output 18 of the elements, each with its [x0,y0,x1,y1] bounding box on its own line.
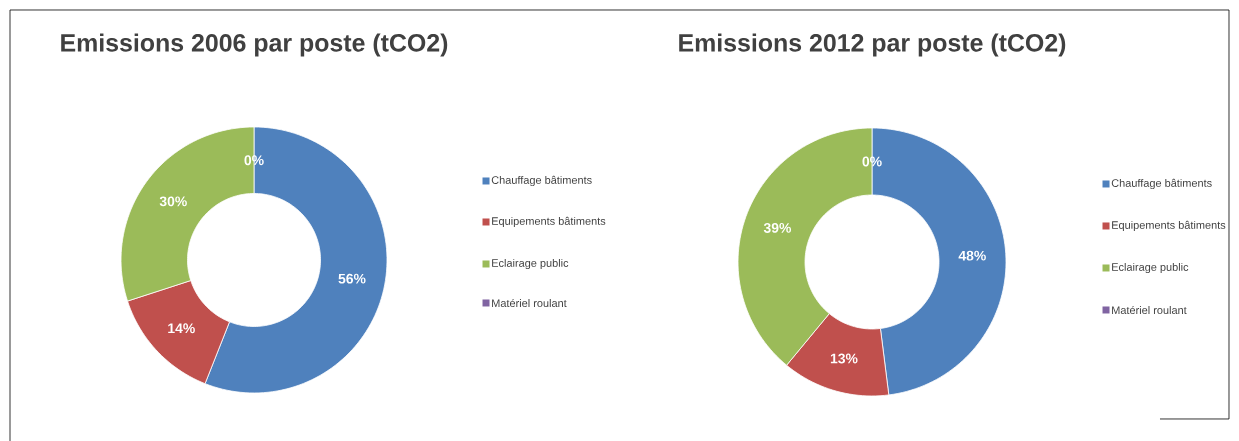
legend-label: Matériel roulant [1112,305,1187,315]
legend-label: Eclairage public [1112,262,1189,274]
data-label: 14% [168,323,195,334]
legend-label: Eclairage public [492,258,569,270]
data-label: 56% [338,273,366,284]
legend-label: Matériel roulant [492,298,567,308]
data-label: 30% [159,196,187,207]
text: 0% [862,156,882,167]
data-label: 39% [763,222,792,233]
data-label: 48% [958,250,986,261]
chart-title: Emissions 2012 par poste (tCO2) [679,33,1066,57]
legend-label: Chauffage bâtiments [1111,178,1212,190]
data-label: 13% [830,353,858,364]
legend-label: Equipements bâtiments [1112,220,1226,232]
legend-label: Chauffage bâtiments [491,175,592,187]
chart-title: Emissions 2006 par poste (tCO2) [61,33,448,57]
text: 0% [244,155,264,166]
legend-label: Equipements bâtiments [492,216,606,228]
